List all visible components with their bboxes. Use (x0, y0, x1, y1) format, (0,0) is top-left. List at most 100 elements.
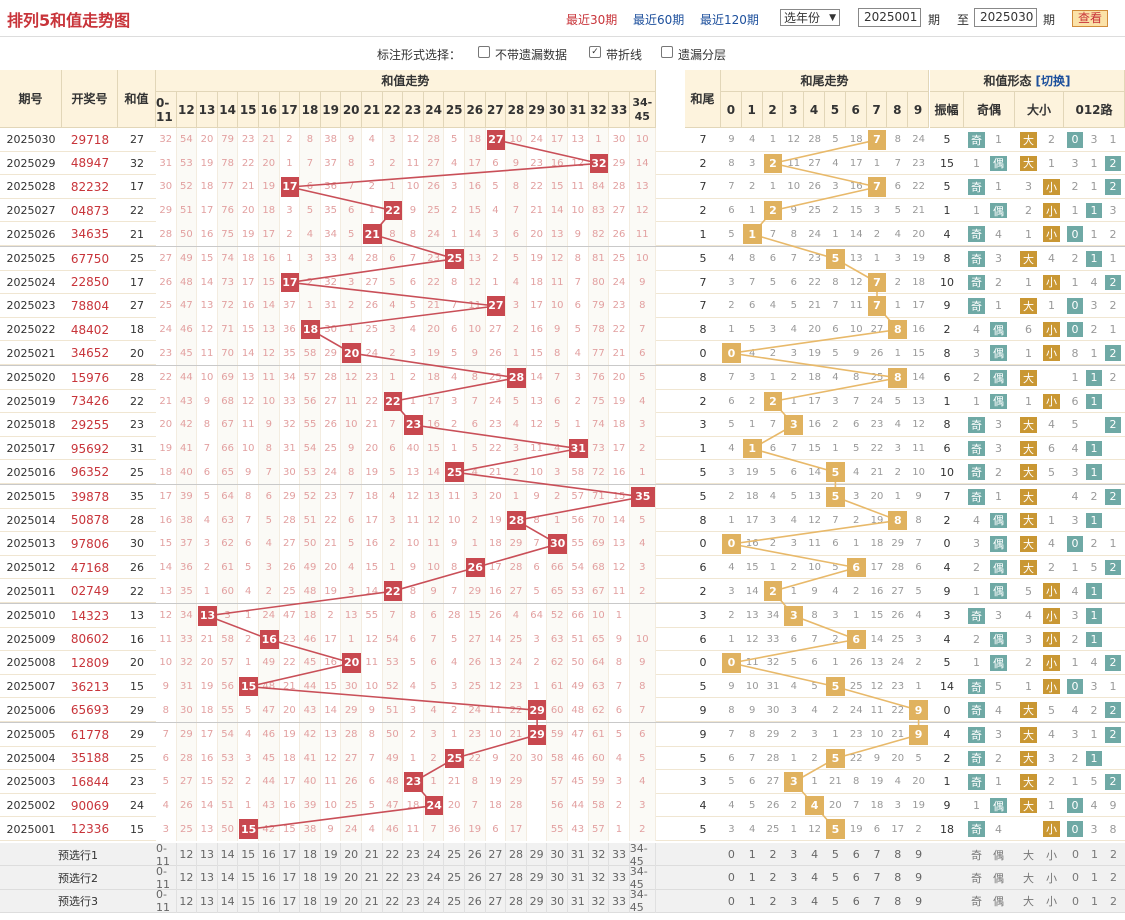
preselect-tail-cell[interactable]: 0 (727, 894, 735, 908)
preselect-tail-cell[interactable]: 9 (915, 848, 923, 862)
preselect-tail-cell[interactable]: 3 (790, 871, 798, 885)
preselect-sum-cell[interactable]: 21 (362, 843, 383, 867)
preselect-form-cell[interactable]: 大 (1023, 871, 1034, 885)
preselect-sum-cell[interactable]: 17 (280, 866, 301, 890)
preselect-sum-cell[interactable]: 25 (444, 843, 465, 867)
preselect-tail-cell[interactable]: 5 (831, 894, 839, 908)
preselect-form-cell[interactable]: 小 (1046, 871, 1057, 885)
preselect-form-cell[interactable]: 大 (1023, 895, 1034, 909)
preselect-form-cell[interactable]: 0 (1072, 848, 1079, 862)
preselect-sum-cell[interactable]: 16 (259, 843, 280, 867)
preselect-tail-cell[interactable]: 2 (769, 894, 777, 908)
to-period-input[interactable]: 2025030 (974, 8, 1037, 27)
preselect-sum-cell[interactable]: 26 (465, 866, 486, 890)
preselect-sum-cell[interactable]: 27 (486, 866, 507, 890)
preselect-sum-cell[interactable]: 0-11 (156, 842, 177, 868)
preselect-tail-cell[interactable]: 7 (873, 871, 881, 885)
preselect-form-cell[interactable]: 小 (1046, 848, 1057, 862)
preselect-sum-cell[interactable]: 29 (527, 843, 548, 867)
preselect-form-cell[interactable]: 大 (1023, 848, 1034, 862)
recent-30-link[interactable]: 最近30期 (566, 13, 618, 27)
preselect-sum-cell[interactable]: 31 (568, 889, 589, 913)
preselect-tail-cell[interactable]: 6 (852, 871, 860, 885)
preselect-sum-cell[interactable]: 34-45 (630, 888, 656, 914)
preselect-sum-cell[interactable]: 17 (280, 843, 301, 867)
preselect-sum-cell[interactable]: 24 (424, 889, 445, 913)
preselect-sum-cell[interactable]: 33 (609, 843, 630, 867)
preselect-sum-cell[interactable]: 32 (589, 843, 610, 867)
preselect-sum-cell[interactable]: 16 (259, 866, 280, 890)
preselect-sum-cell[interactable]: 17 (280, 889, 301, 913)
preselect-form-cell[interactable]: 0 (1072, 871, 1079, 885)
preselect-tail-cell[interactable]: 2 (769, 871, 777, 885)
preselect-sum-cell[interactable]: 12 (177, 889, 198, 913)
preselect-form-cell[interactable]: 偶 (993, 848, 1004, 862)
preselect-tail-cell[interactable]: 4 (811, 848, 819, 862)
query-button[interactable]: 查看 (1072, 10, 1108, 27)
preselect-tail-cell[interactable]: 1 (748, 848, 756, 862)
preselect-sum-cell[interactable]: 0-11 (156, 888, 177, 914)
preselect-sum-cell[interactable]: 13 (197, 843, 218, 867)
preselect-tail-cell[interactable]: 6 (852, 894, 860, 908)
preselect-form-cell[interactable]: 1 (1091, 848, 1098, 862)
preselect-sum-cell[interactable]: 27 (486, 843, 507, 867)
preselect-tail-cell[interactable]: 8 (894, 848, 902, 862)
preselect-sum-cell[interactable]: 20 (341, 889, 362, 913)
preselect-form-cell[interactable]: 奇 (971, 871, 982, 885)
preselect-tail-cell[interactable]: 4 (811, 871, 819, 885)
checkbox-layer[interactable] (661, 46, 673, 58)
preselect-form-cell[interactable]: 1 (1091, 871, 1098, 885)
preselect-sum-cell[interactable]: 31 (568, 843, 589, 867)
form-switch-link[interactable]: [切换] (1035, 74, 1071, 88)
preselect-sum-cell[interactable]: 26 (465, 843, 486, 867)
preselect-form-cell[interactable]: 小 (1046, 895, 1057, 909)
preselect-sum-cell[interactable]: 28 (506, 866, 527, 890)
preselect-sum-cell[interactable]: 19 (321, 843, 342, 867)
preselect-sum-cell[interactable]: 19 (321, 889, 342, 913)
preselect-tail-cell[interactable]: 1 (748, 894, 756, 908)
year-select[interactable]: 选年份 ▼ (780, 9, 840, 26)
preselect-sum-cell[interactable]: 23 (403, 889, 424, 913)
preselect-sum-cell[interactable]: 15 (238, 866, 259, 890)
preselect-tail-cell[interactable]: 0 (727, 848, 735, 862)
preselect-sum-cell[interactable]: 25 (444, 889, 465, 913)
preselect-tail-cell[interactable]: 7 (873, 894, 881, 908)
preselect-sum-cell[interactable]: 15 (238, 843, 259, 867)
from-period-input[interactable]: 2025001 (858, 8, 921, 27)
preselect-form-cell[interactable]: 1 (1091, 894, 1098, 908)
preselect-sum-cell[interactable]: 20 (341, 843, 362, 867)
preselect-form-cell[interactable]: 2 (1110, 871, 1117, 885)
preselect-sum-cell[interactable]: 30 (547, 843, 568, 867)
preselect-sum-cell[interactable]: 14 (218, 843, 239, 867)
preselect-sum-cell[interactable]: 25 (444, 866, 465, 890)
preselect-sum-cell[interactable]: 31 (568, 866, 589, 890)
preselect-sum-cell[interactable]: 12 (177, 866, 198, 890)
preselect-sum-cell[interactable]: 21 (362, 866, 383, 890)
preselect-sum-cell[interactable]: 33 (609, 889, 630, 913)
preselect-sum-cell[interactable]: 22 (383, 843, 404, 867)
preselect-sum-cell[interactable]: 30 (547, 866, 568, 890)
preselect-form-cell[interactable]: 2 (1110, 894, 1117, 908)
preselect-sum-cell[interactable]: 28 (506, 889, 527, 913)
preselect-sum-cell[interactable]: 33 (609, 866, 630, 890)
preselect-form-cell[interactable]: 奇 (971, 848, 982, 862)
preselect-tail-cell[interactable]: 7 (873, 848, 881, 862)
preselect-sum-cell[interactable]: 12 (177, 843, 198, 867)
preselect-sum-cell[interactable]: 18 (300, 889, 321, 913)
preselect-sum-cell[interactable]: 23 (403, 843, 424, 867)
preselect-sum-cell[interactable]: 32 (589, 866, 610, 890)
preselect-sum-cell[interactable]: 30 (547, 889, 568, 913)
preselect-form-cell[interactable]: 2 (1110, 848, 1117, 862)
preselect-sum-cell[interactable]: 24 (424, 866, 445, 890)
checkbox-line[interactable]: ✓ (589, 46, 601, 58)
preselect-form-cell[interactable]: 偶 (993, 871, 1004, 885)
preselect-sum-cell[interactable]: 20 (341, 866, 362, 890)
preselect-sum-cell[interactable]: 22 (383, 866, 404, 890)
preselect-sum-cell[interactable]: 15 (238, 889, 259, 913)
preselect-tail-cell[interactable]: 4 (811, 894, 819, 908)
preselect-sum-cell[interactable]: 34-45 (630, 842, 656, 868)
preselect-tail-cell[interactable]: 8 (894, 894, 902, 908)
preselect-sum-cell[interactable]: 16 (259, 889, 280, 913)
checkbox-no-miss[interactable] (478, 46, 490, 58)
preselect-sum-cell[interactable]: 18 (300, 866, 321, 890)
